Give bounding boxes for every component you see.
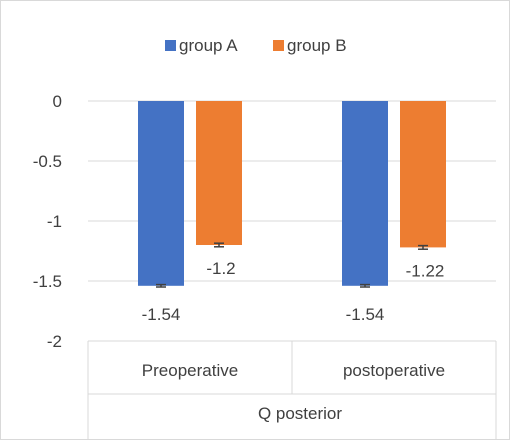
category-axis: Preoperative postoperative xyxy=(142,361,445,380)
bar xyxy=(138,101,184,286)
y-tick-label: -1 xyxy=(47,212,62,231)
y-tick-label: -1.5 xyxy=(33,272,62,291)
bar xyxy=(196,101,242,245)
category-label: Preoperative xyxy=(142,361,238,380)
data-label: -1.54 xyxy=(142,305,181,324)
legend-swatch xyxy=(165,40,176,51)
category-label: postoperative xyxy=(343,361,445,380)
y-tick-label: -2 xyxy=(47,332,62,351)
data-label: -1.54 xyxy=(346,305,385,324)
y-axis-ticks: 0 -0.5 -1 -1.5 -2 xyxy=(33,92,62,351)
bars xyxy=(138,101,446,288)
bar xyxy=(400,101,446,248)
legend-label: group B xyxy=(287,36,347,55)
data-label: -1.22 xyxy=(406,261,445,280)
legend: group A group B xyxy=(165,36,347,55)
data-labels: -1.54 -1.2 -1.54 -1.22 xyxy=(142,259,445,324)
data-label: -1.2 xyxy=(206,259,235,278)
legend-label: group A xyxy=(179,36,238,55)
legend-swatch xyxy=(273,40,284,51)
y-tick-label: 0 xyxy=(53,92,62,111)
y-tick-label: -0.5 xyxy=(33,152,62,171)
bar xyxy=(342,101,388,286)
x-axis-title: Q posterior xyxy=(258,404,342,423)
